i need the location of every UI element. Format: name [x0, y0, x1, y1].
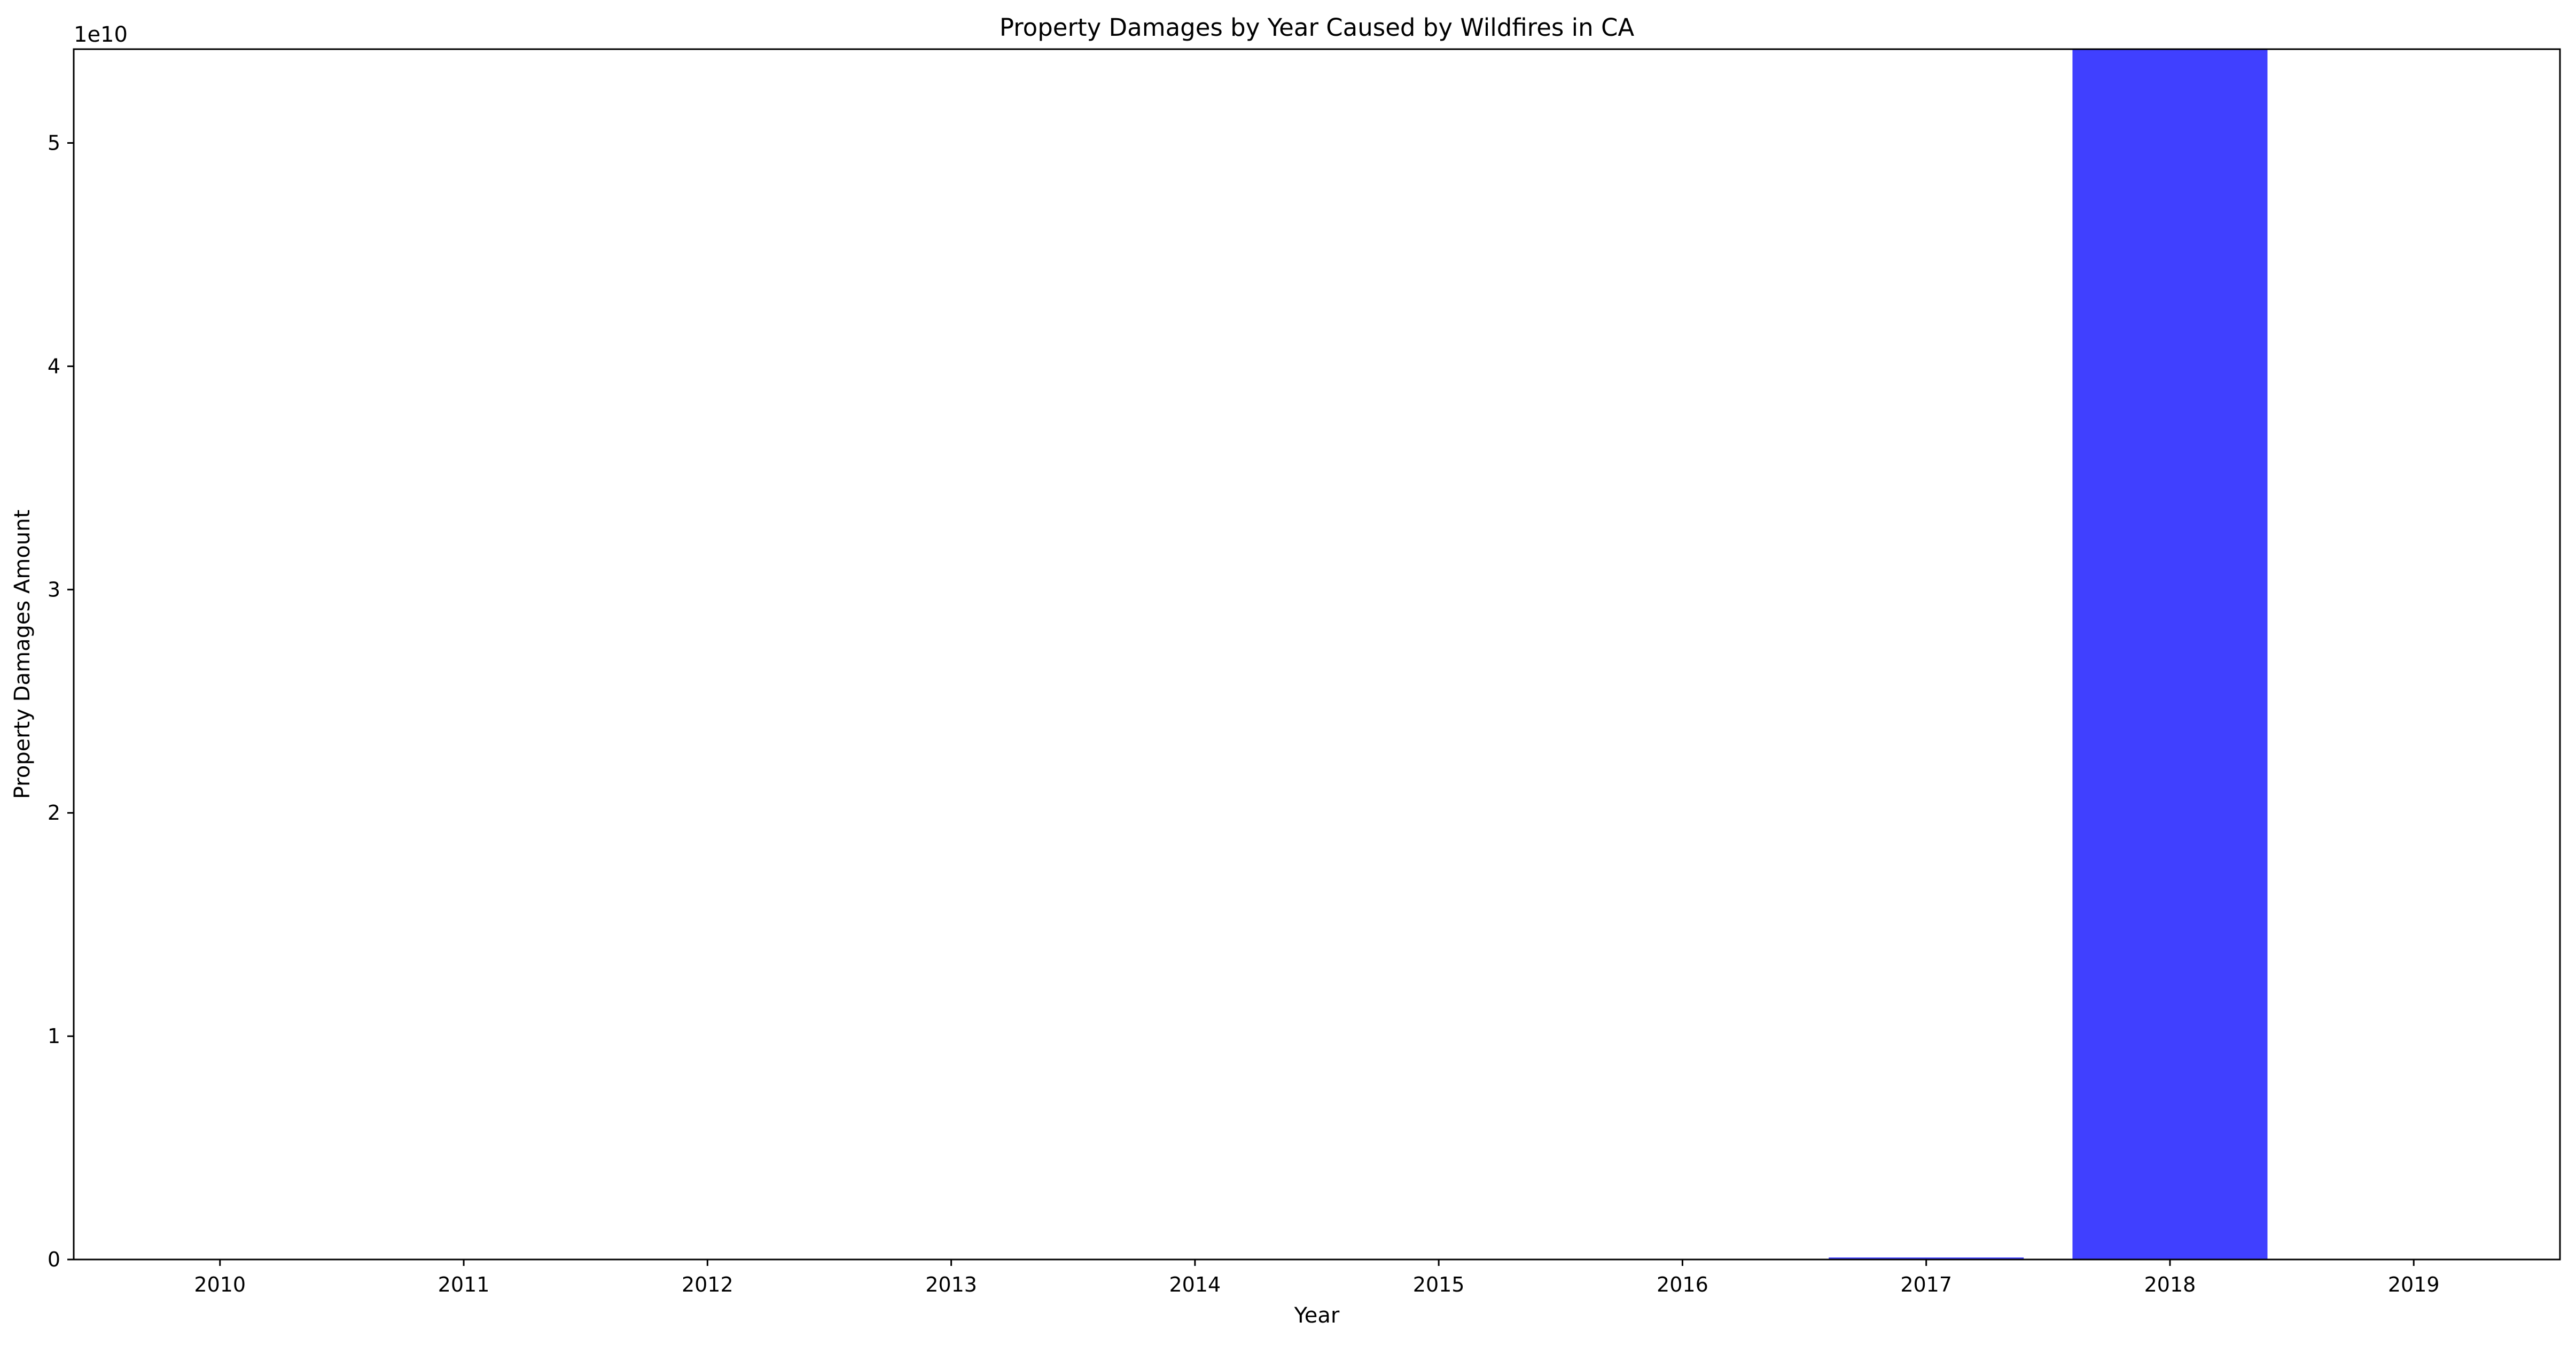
y-axis-offset-label: 1e10	[74, 22, 128, 47]
x-tick-label-2014: 2014	[1169, 1273, 1221, 1296]
x-tick-label-2015: 2015	[1413, 1273, 1465, 1296]
x-tick-label-2017: 2017	[1900, 1273, 1952, 1296]
x-tick-label-2013: 2013	[925, 1273, 977, 1296]
y-axis-label: Property Damages Amount	[10, 510, 35, 799]
bar-2017	[1829, 1257, 2024, 1260]
y-tick-label: 0	[48, 1248, 60, 1271]
y-tick-label: 1	[48, 1024, 60, 1048]
x-tick-label-2019: 2019	[2388, 1273, 2440, 1296]
plot-frame	[73, 48, 2561, 1261]
bars-group	[1097, 49, 2268, 1260]
x-tick-label-2010: 2010	[194, 1273, 246, 1296]
x-tick-label-2018: 2018	[2144, 1273, 2196, 1296]
x-axis-label: Year	[1294, 1303, 1340, 1328]
y-tick-label: 5	[48, 131, 60, 155]
x-ticks-group: 2010 2011 2012 2013 2014 2015 2016 2017 2018 2019	[194, 1260, 2440, 1296]
chart-title: Property Damages by Year Caused by Wildf…	[1000, 13, 1635, 42]
y-tick-label: 2	[48, 801, 60, 825]
y-ticks-group: 0 1 2 3 4 5	[48, 131, 74, 1271]
bar-2018	[2072, 49, 2268, 1260]
y-tick-label: 3	[48, 578, 60, 601]
x-tick-label-2011: 2011	[438, 1273, 490, 1296]
x-tick-label-2012: 2012	[682, 1273, 733, 1296]
x-tick-label-2016: 2016	[1657, 1273, 1708, 1296]
y-tick-label: 4	[48, 354, 60, 378]
